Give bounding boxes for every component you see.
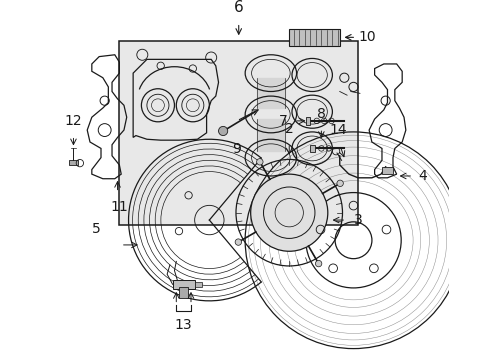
Bar <box>179 287 188 298</box>
Bar <box>69 160 78 165</box>
Bar <box>194 282 202 287</box>
Circle shape <box>218 126 227 136</box>
Text: 7: 7 <box>278 114 287 128</box>
Text: 4: 4 <box>418 169 427 183</box>
Text: 2: 2 <box>285 122 293 136</box>
Text: 13: 13 <box>175 318 192 332</box>
Text: 10: 10 <box>357 30 375 44</box>
Text: 14: 14 <box>328 123 346 138</box>
Polygon shape <box>288 29 339 46</box>
Bar <box>119 41 357 225</box>
Text: 6: 6 <box>233 0 243 15</box>
Text: 11: 11 <box>110 200 128 214</box>
Circle shape <box>256 159 263 165</box>
Text: 8: 8 <box>316 107 325 121</box>
Circle shape <box>336 180 343 186</box>
Bar <box>305 117 310 125</box>
Bar <box>381 167 392 174</box>
Bar <box>310 145 314 152</box>
Text: 1: 1 <box>487 224 488 238</box>
Circle shape <box>315 260 321 267</box>
Text: 12: 12 <box>64 114 82 128</box>
Text: 5: 5 <box>92 222 101 236</box>
Text: 9: 9 <box>232 142 241 156</box>
Bar <box>172 280 194 289</box>
Circle shape <box>235 239 241 245</box>
Circle shape <box>250 174 327 251</box>
Text: 3: 3 <box>353 213 362 227</box>
